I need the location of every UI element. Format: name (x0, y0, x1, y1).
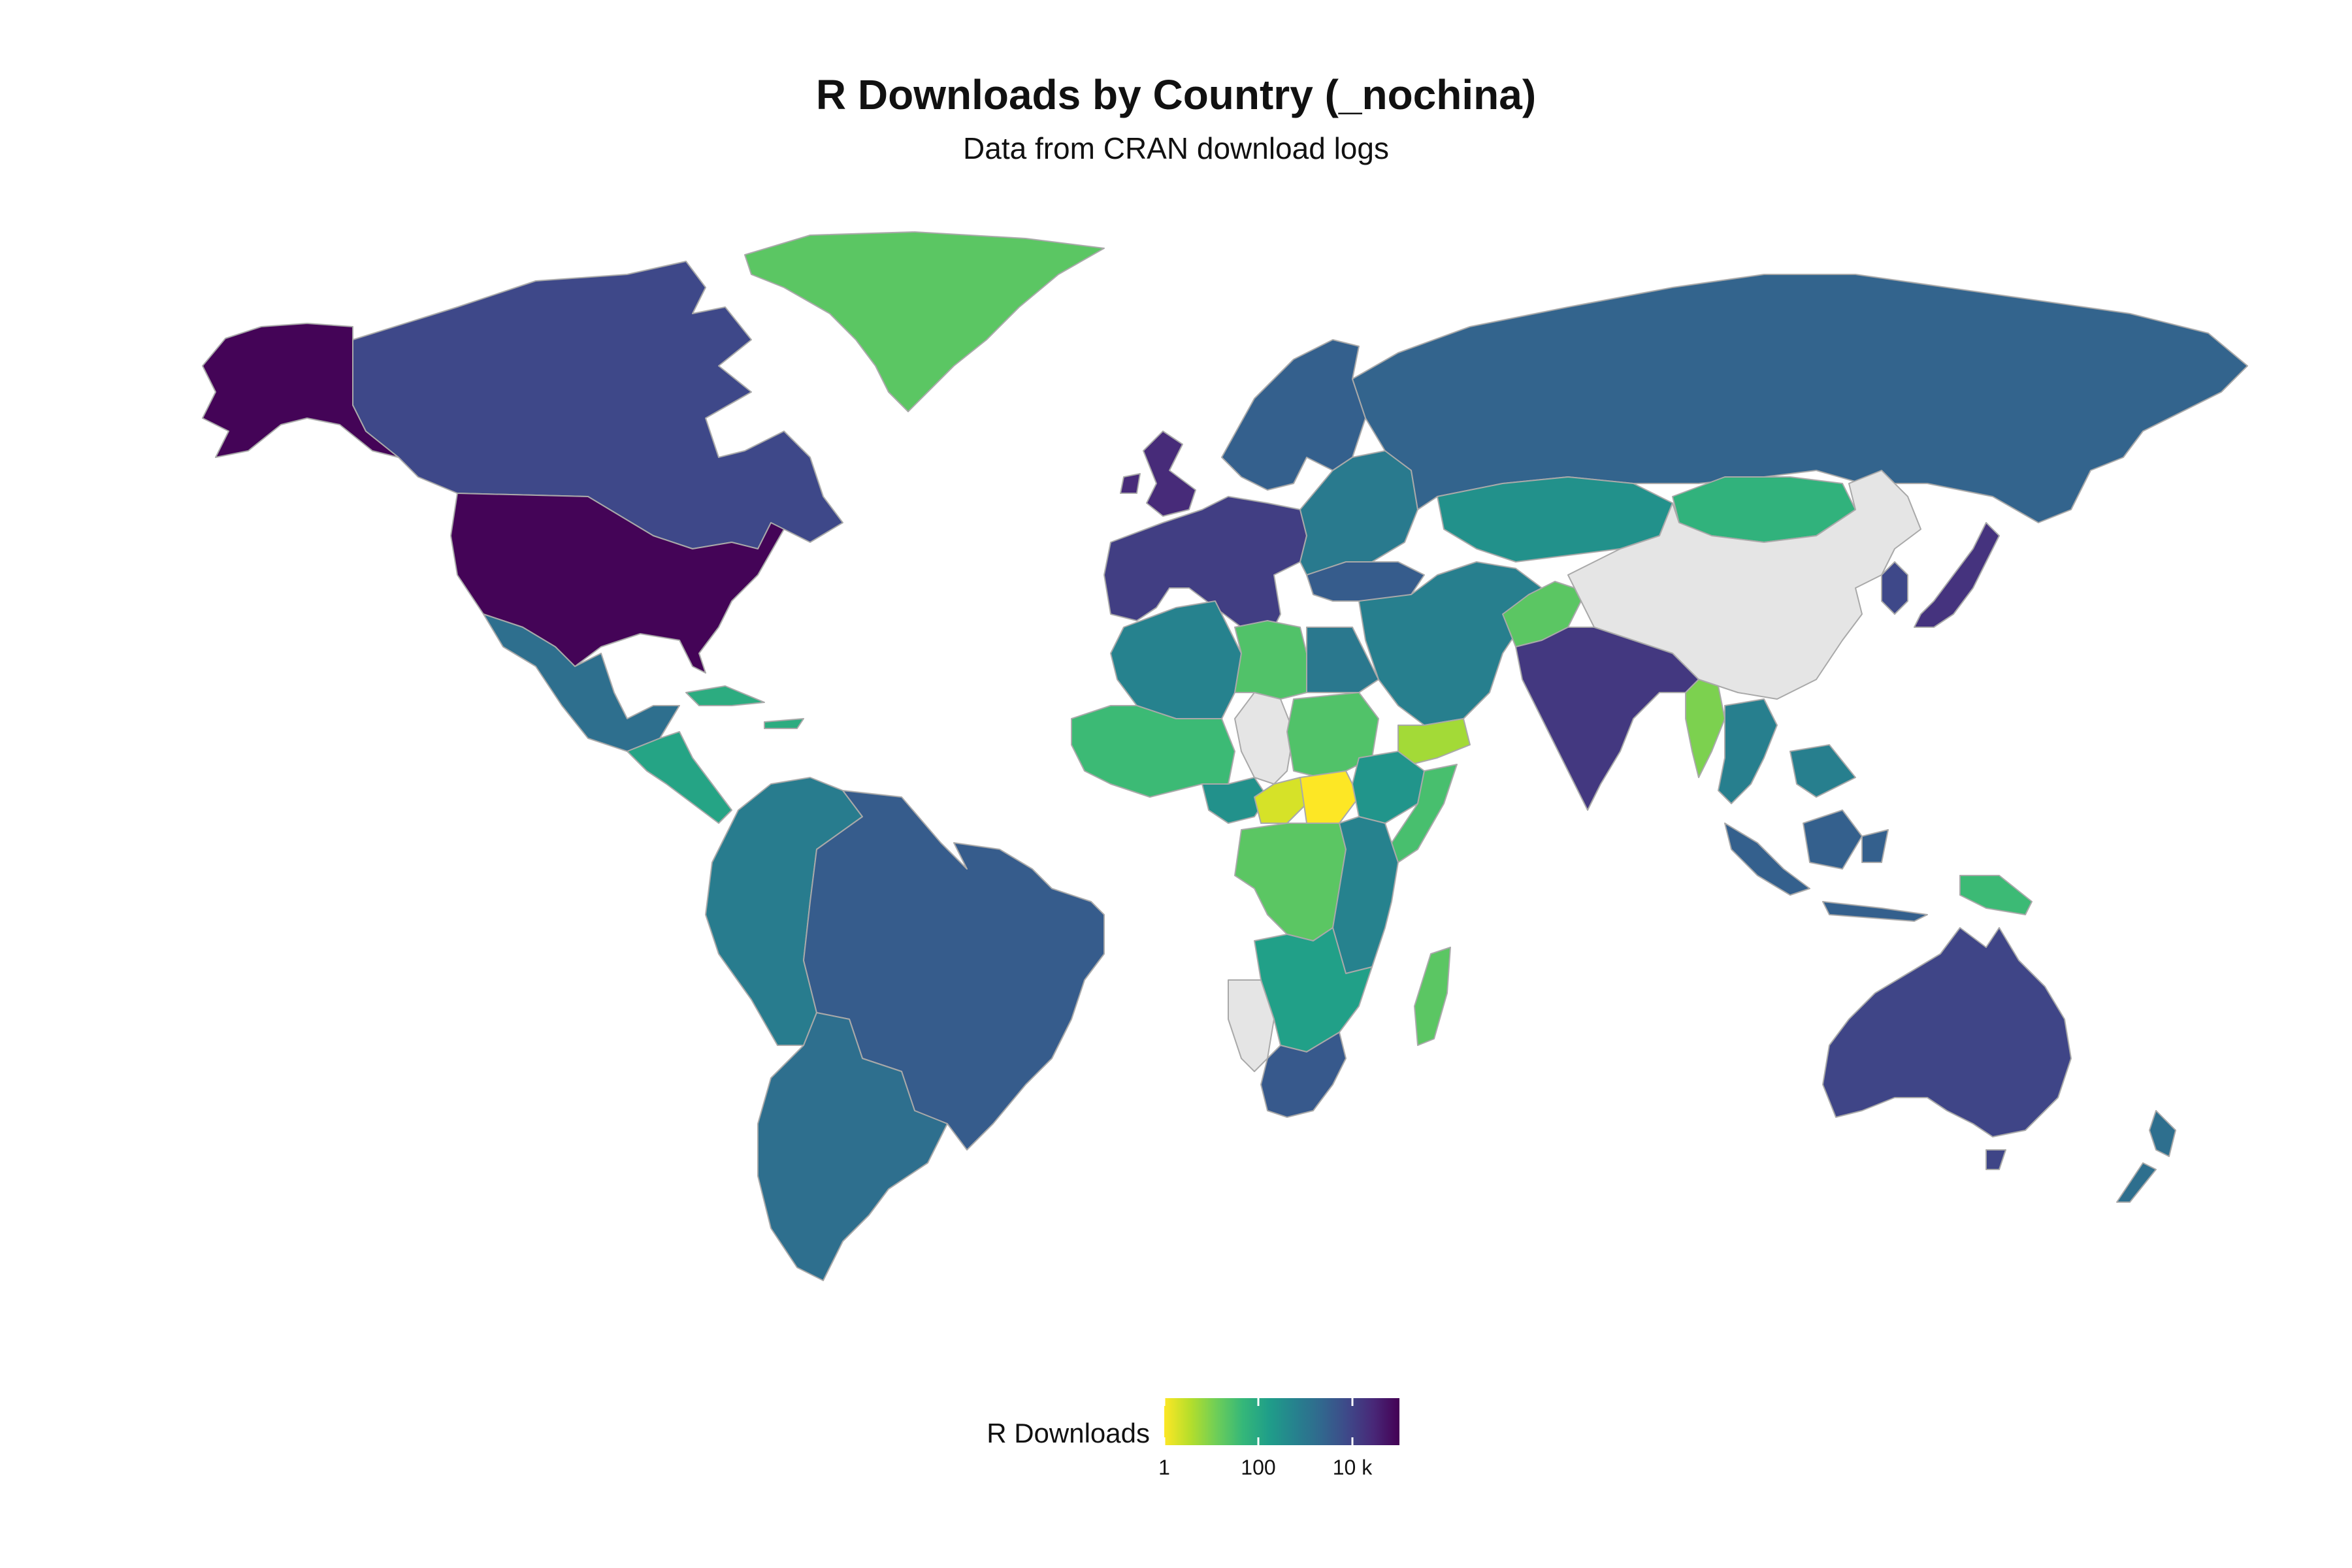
region-eastern-europe (1299, 450, 1418, 589)
region-greenland (744, 231, 1105, 412)
region-alaska (202, 323, 399, 458)
region-somalia (1391, 764, 1458, 863)
region-namibia (1228, 979, 1275, 1072)
region-yemen (1397, 718, 1471, 765)
region-south-africa (1260, 1032, 1347, 1118)
legend-colorbar (1164, 1398, 1399, 1445)
region-india (1515, 627, 1699, 811)
region-japan (1914, 522, 2000, 628)
legend-title: R Downloads (987, 1418, 1150, 1448)
region-indonesia (1724, 809, 1928, 922)
legend-tick-label: 100 (1241, 1456, 1276, 1479)
region-korea (1881, 561, 1908, 615)
region-papua-new-guinea (1959, 875, 2033, 915)
region-central-america (627, 731, 732, 824)
legend-tick-label: 1 (1158, 1456, 1170, 1479)
region-caribbean (685, 685, 804, 729)
region-southeast-asia (1718, 698, 1856, 804)
region-madagascar (1414, 947, 1451, 1046)
legend-tick-label: 10 k (1332, 1456, 1373, 1479)
region-uk (1120, 431, 1196, 517)
region-new-zealand (2116, 1110, 2176, 1203)
region-north-africa (1110, 600, 1242, 719)
region-mexico (483, 613, 680, 752)
legend-gradient-rect (1164, 1398, 1399, 1445)
region-central-african-republic (1254, 777, 1307, 824)
region-scandinavia (1221, 339, 1366, 491)
region-libya (1234, 620, 1307, 700)
region-east-africa (1332, 816, 1399, 974)
map-subtitle: Data from CRAN download logs (963, 131, 1389, 165)
region-dr-congo (1234, 823, 1347, 941)
region-myanmar (1685, 679, 1725, 778)
region-egypt (1306, 627, 1379, 693)
region-argentina (757, 1012, 948, 1281)
region-ethiopia (1352, 751, 1425, 824)
region-australia (1822, 927, 2072, 1170)
region-south-sudan (1299, 770, 1360, 824)
region-chad (1234, 692, 1294, 785)
map-title: R Downloads by Country (_nochina) (815, 71, 1537, 118)
region-middle-east (1358, 561, 1543, 726)
